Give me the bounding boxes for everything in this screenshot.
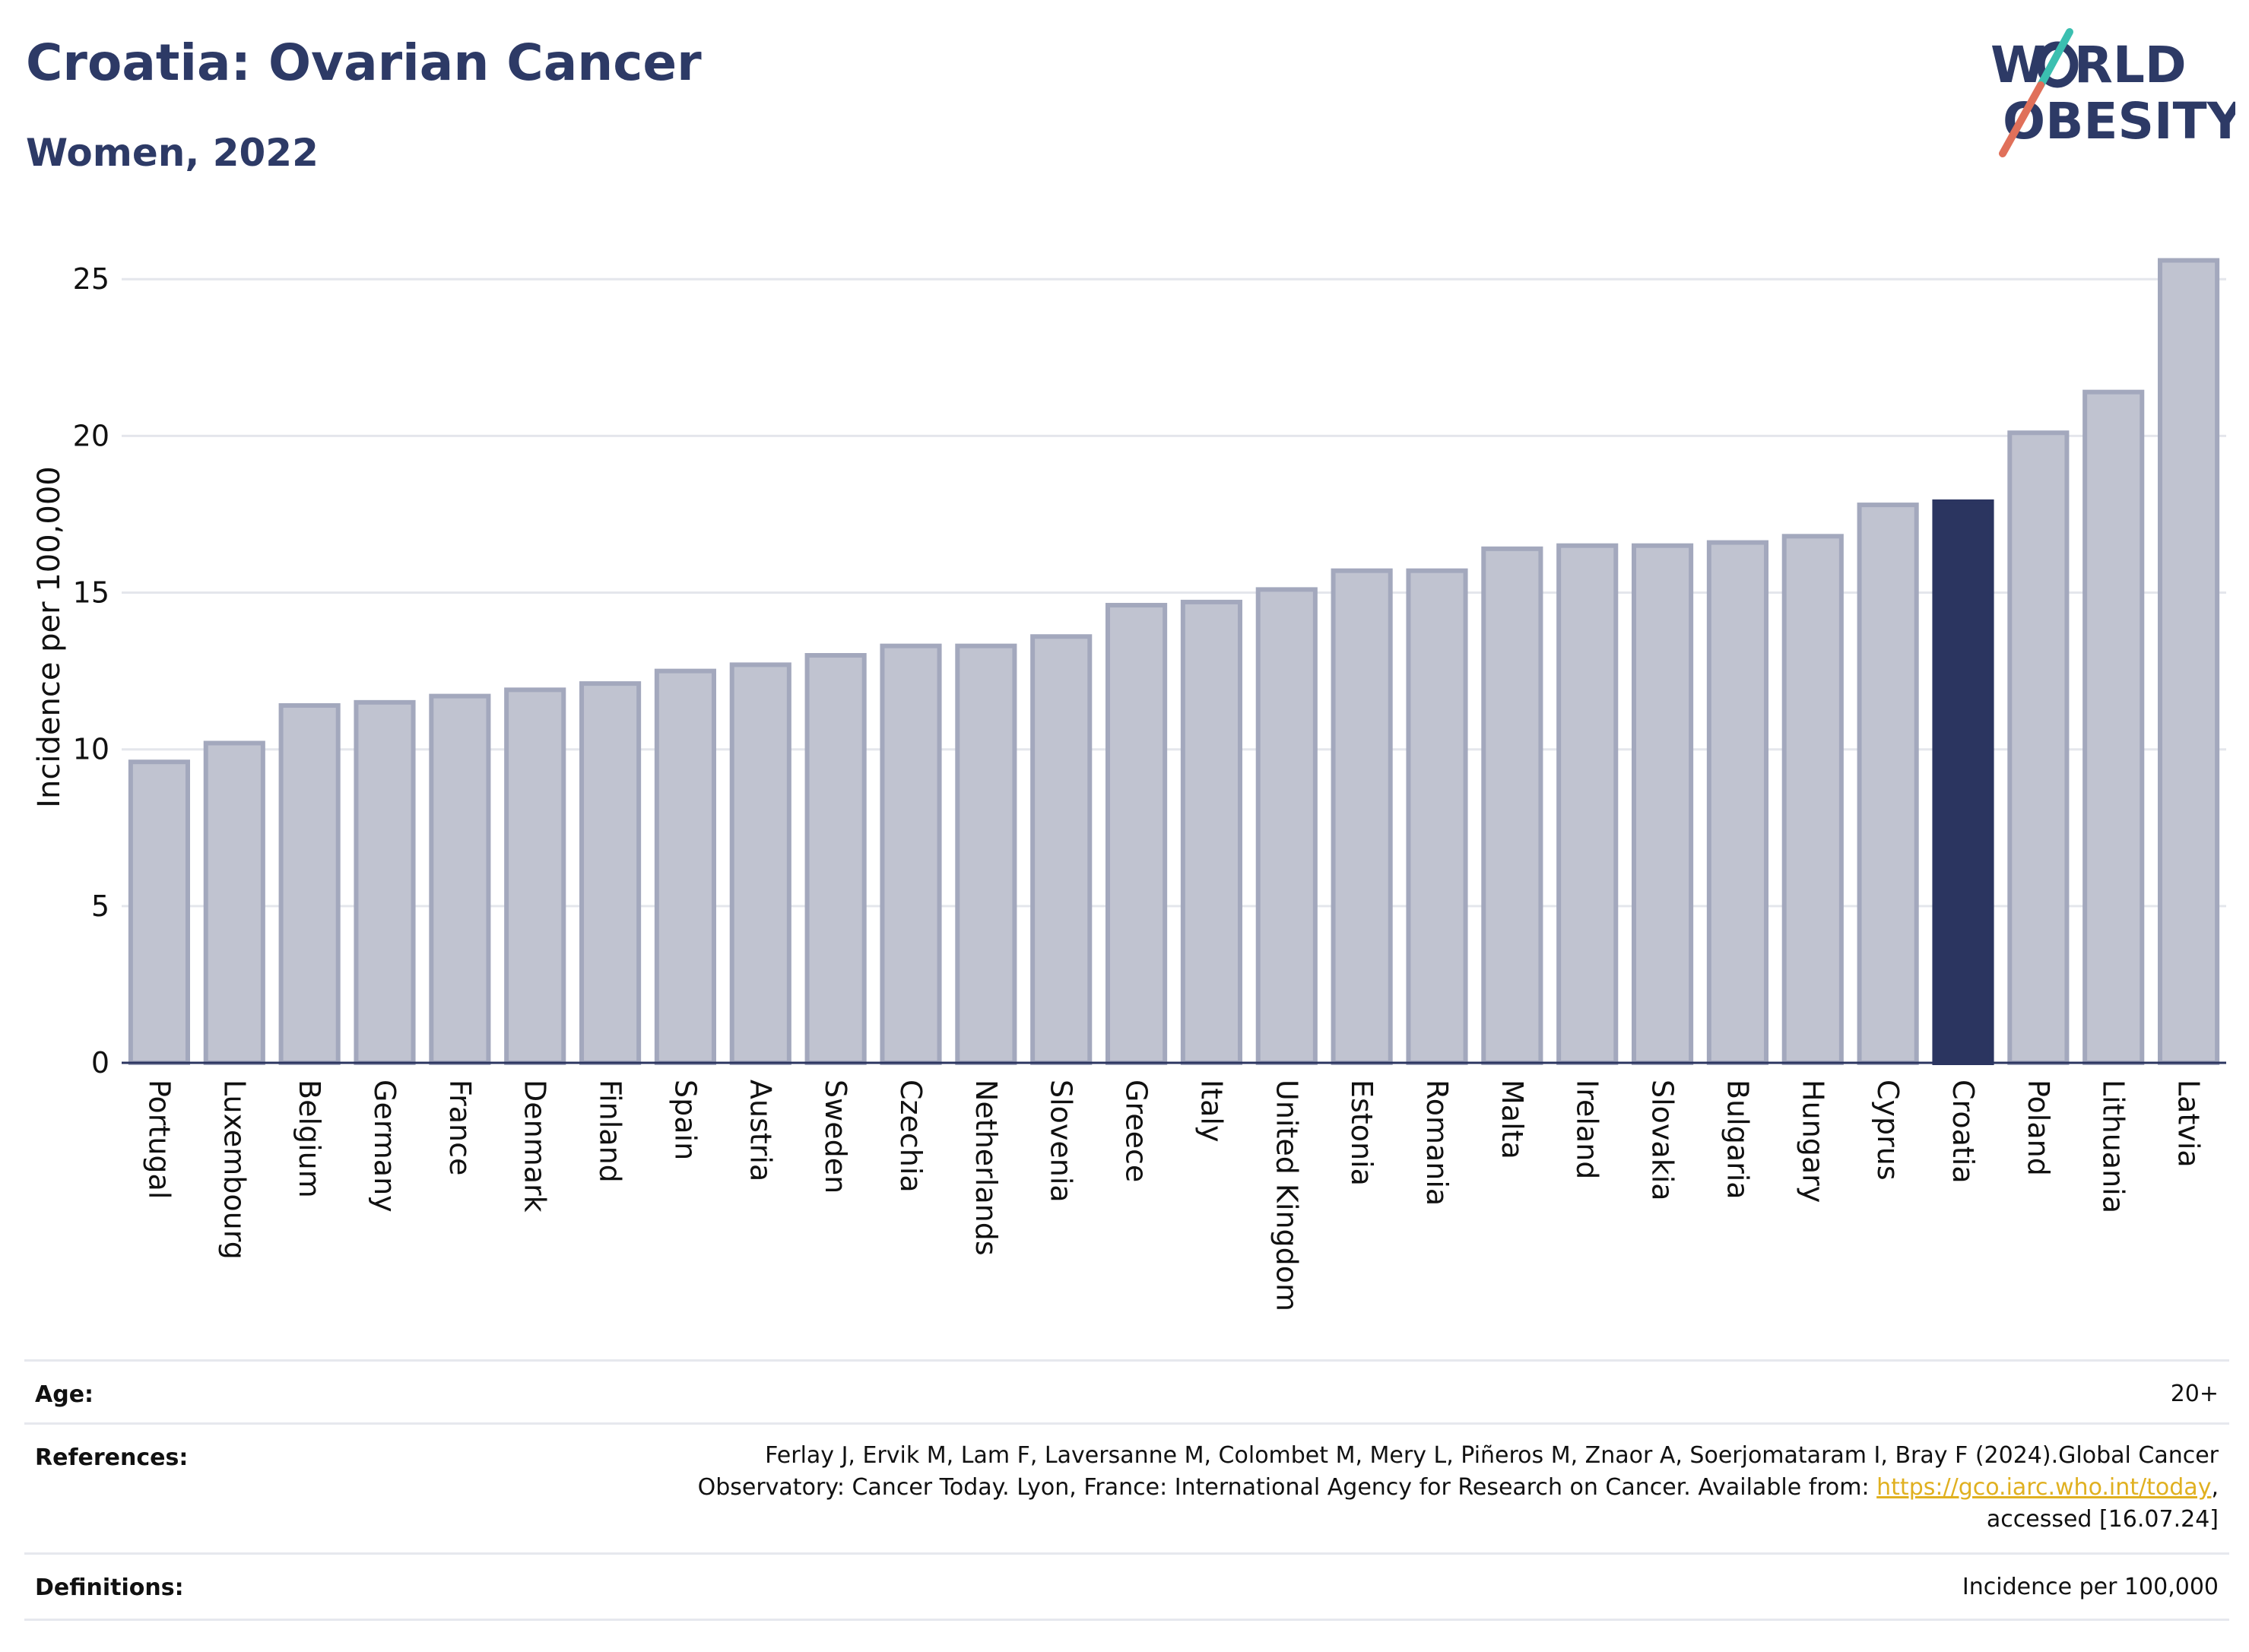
x-tick-label: Greece bbox=[1120, 1080, 1153, 1182]
bar-romania bbox=[1406, 568, 1468, 1065]
bar-united-kingdom bbox=[1255, 587, 1318, 1065]
bar-spain bbox=[654, 668, 716, 1065]
x-tick-label: Croatia bbox=[1946, 1080, 1980, 1184]
references-text: Ferlay J, Ervik M, Lam F, Laversanne M, … bbox=[698, 1440, 2219, 1536]
bar-luxembourg bbox=[203, 740, 265, 1065]
meta-row-age: Age: 20+ bbox=[24, 1359, 2229, 1422]
x-tick-label: Austria bbox=[744, 1080, 777, 1181]
references-line-2: Observatory: Cancer Today. Lyon, France:… bbox=[698, 1472, 2219, 1504]
bar-denmark bbox=[504, 687, 566, 1065]
bar-france bbox=[429, 693, 491, 1065]
references-link[interactable]: https://gco.iarc.who.int/today bbox=[1876, 1474, 2212, 1501]
tick-labels: 0 5 10 15 20 25 Portugal Luxembourg Belgium Germa… bbox=[73, 262, 2206, 1311]
bar-czechia bbox=[880, 643, 942, 1065]
age-value: 20+ bbox=[2170, 1381, 2219, 1407]
references-line-2-text: Observatory: Cancer Today. Lyon, France:… bbox=[697, 1474, 1877, 1501]
y-tick-label: 5 bbox=[91, 889, 109, 923]
x-tick-label: United Kingdom bbox=[1270, 1080, 1303, 1311]
age-label: Age: bbox=[35, 1381, 94, 1408]
bar-slovakia bbox=[1632, 543, 1694, 1065]
x-tick-label: France bbox=[443, 1080, 477, 1175]
bar-belgium bbox=[278, 702, 341, 1065]
x-tick-label: Finland bbox=[594, 1080, 627, 1183]
y-tick-label: 0 bbox=[91, 1046, 109, 1080]
definitions-label: Definitions: bbox=[35, 1574, 184, 1601]
bar-portugal bbox=[128, 759, 190, 1066]
x-tick-label: Cyprus bbox=[1871, 1080, 1905, 1181]
world-obesity-logo: W RLD OBESITY bbox=[1990, 28, 2235, 157]
x-tick-label: Romania bbox=[1420, 1080, 1454, 1206]
svg-text:RLD: RLD bbox=[2074, 36, 2187, 94]
bar-bulgaria bbox=[1706, 540, 1768, 1065]
bar-latvia bbox=[2158, 258, 2220, 1065]
y-tick-label: 20 bbox=[73, 419, 109, 452]
x-tick-label: Bulgaria bbox=[1721, 1080, 1754, 1200]
definitions-value: Incidence per 100,000 bbox=[1962, 1574, 2219, 1600]
bar-estonia bbox=[1331, 568, 1393, 1065]
x-tick-label: Lithuania bbox=[2097, 1080, 2130, 1213]
bar-lithuania bbox=[2082, 389, 2145, 1065]
bar-finland bbox=[579, 681, 642, 1065]
bar-greece bbox=[1105, 603, 1168, 1065]
x-tick-label: Hungary bbox=[1796, 1080, 1829, 1203]
logo-text-bottom: OBESITY bbox=[2003, 92, 2235, 151]
x-tick-label: Belgium bbox=[293, 1080, 326, 1198]
chart-subtitle: Women, 2022 bbox=[26, 131, 319, 175]
bar-ireland bbox=[1556, 543, 1619, 1065]
bar-croatia bbox=[1932, 499, 1994, 1065]
bar-cyprus bbox=[1857, 503, 1919, 1065]
bar-italy bbox=[1180, 599, 1242, 1065]
metadata-table: Age: 20+ References: Ferlay J, Ervik M, … bbox=[24, 1359, 2229, 1621]
bar-chart: 0 5 10 15 20 25 Portugal Luxembourg Belgium Germa… bbox=[32, 258, 2226, 1311]
x-tick-label: Poland bbox=[2022, 1080, 2055, 1176]
x-tick-label: Czechia bbox=[894, 1080, 928, 1193]
x-tick-label: Malta bbox=[1496, 1080, 1529, 1159]
bar-germany bbox=[354, 699, 416, 1065]
x-tick-label: Sweden bbox=[819, 1080, 852, 1194]
x-tick-label: Denmark bbox=[519, 1080, 552, 1213]
x-tick-label: Germany bbox=[368, 1080, 401, 1213]
x-tick-label: Portugal bbox=[142, 1080, 176, 1199]
references-line-1: Ferlay J, Ervik M, Lam F, Laversanne M, … bbox=[765, 1442, 2219, 1469]
x-tick-label: Slovakia bbox=[1646, 1080, 1680, 1201]
references-label: References: bbox=[35, 1444, 189, 1471]
bar-austria bbox=[729, 662, 791, 1065]
bar-hungary bbox=[1781, 534, 1844, 1065]
x-tick-label: Slovenia bbox=[1045, 1080, 1078, 1203]
x-tick-label: Italy bbox=[1194, 1080, 1228, 1142]
y-tick-label: 10 bbox=[73, 733, 109, 766]
y-axis-label: Incidence per 100,000 bbox=[32, 466, 67, 808]
x-tick-label: Latvia bbox=[2172, 1080, 2206, 1168]
references-line-3: accessed [16.07.24] bbox=[1986, 1506, 2219, 1533]
meta-row-definitions: Definitions: Incidence per 100,000 bbox=[24, 1552, 2229, 1621]
bar-poland bbox=[2007, 430, 2070, 1065]
chart-title: Croatia: Ovarian Cancer bbox=[26, 33, 702, 92]
x-tick-label: Netherlands bbox=[969, 1080, 1003, 1256]
x-tick-label: Ireland bbox=[1571, 1080, 1604, 1179]
x-tick-label: Spain bbox=[668, 1080, 702, 1160]
meta-row-references: References: Ferlay J, Ervik M, Lam F, La… bbox=[24, 1422, 2229, 1552]
x-tick-label: Luxembourg bbox=[217, 1080, 251, 1260]
bar-netherlands bbox=[955, 643, 1017, 1065]
bars bbox=[128, 258, 2220, 1066]
bar-slovenia bbox=[1030, 634, 1093, 1065]
x-tick-label: Estonia bbox=[1345, 1080, 1378, 1186]
bar-sweden bbox=[804, 653, 867, 1065]
y-tick-label: 15 bbox=[73, 576, 109, 610]
y-tick-label: 25 bbox=[73, 262, 109, 296]
bar-malta bbox=[1481, 546, 1543, 1065]
references-line-2-end: , bbox=[2211, 1474, 2219, 1501]
